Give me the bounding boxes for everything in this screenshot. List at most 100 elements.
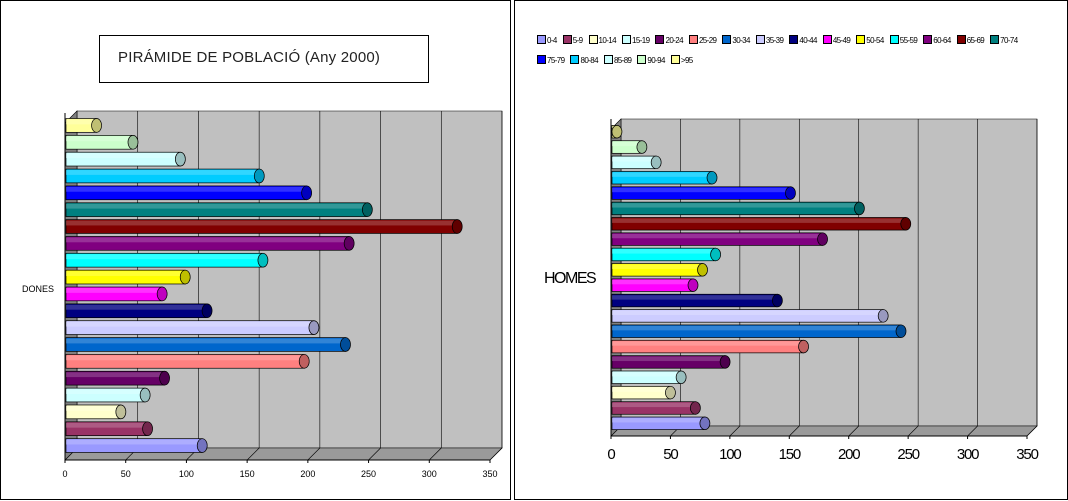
gridline-floor: [729, 425, 741, 437]
bar-35-39: [65, 320, 320, 335]
bar-cap: [665, 385, 676, 400]
bar-highlight: [66, 153, 181, 159]
category-axis-label: HOMES: [544, 270, 596, 287]
bar-cap: [611, 125, 623, 139]
bar-highlight: [66, 220, 458, 226]
bar-cap: [343, 236, 355, 251]
legend-item-15-19: 15-19: [622, 31, 650, 51]
bar-highlight: [66, 119, 97, 125]
bar-55-59: [65, 252, 269, 268]
bar-highlight: [66, 372, 165, 378]
bar-highlight: [612, 295, 778, 300]
gridline-floor: [307, 447, 321, 461]
bar-65-69: [65, 219, 463, 234]
legend-item->95: >95: [670, 51, 693, 71]
legend-swatch: [990, 35, 1000, 44]
legend-swatch: [956, 35, 966, 44]
bar-85-89: [611, 155, 662, 170]
bar-cap: [699, 416, 711, 430]
bar-highlight: [612, 402, 696, 408]
bar-cap: [179, 269, 191, 285]
legend-label: 45-49: [832, 36, 851, 45]
legend-label: 0-4: [547, 36, 557, 45]
bar-0-4: [65, 438, 208, 453]
bar-highlight: [612, 356, 726, 362]
bar-highlight: [612, 264, 703, 269]
bar-cap: [675, 370, 687, 384]
bar-highlight: [612, 203, 860, 208]
legend-label: 50-54: [866, 36, 884, 45]
legend-item-25-29: 25-29: [688, 31, 717, 51]
bar-75-79: [65, 185, 312, 201]
legend-swatch: [562, 35, 572, 44]
category-axis-label: DONES: [22, 284, 54, 294]
bar-highlight: [612, 187, 791, 193]
legend-swatch: [889, 35, 899, 44]
bar-10-14: [611, 385, 676, 400]
x-tick-label: 50: [663, 446, 678, 463]
bar-cap: [139, 387, 151, 403]
bar-cap: [710, 247, 721, 262]
bar-75-79: [611, 186, 796, 200]
x-tick-label: 250: [361, 469, 376, 479]
bar-30-34: [65, 337, 351, 352]
legend-item-60-64: 60-64: [923, 31, 951, 51]
legend-item-20-24: 20-24: [655, 31, 684, 51]
bar-highlight: [66, 338, 346, 344]
bar-80-84: [65, 168, 265, 184]
legend-swatch: [655, 35, 665, 44]
bar-85-89: [65, 151, 186, 167]
legend-label: >95: [680, 56, 693, 65]
bar-45-49: [65, 286, 168, 302]
bar-cap: [127, 135, 139, 150]
bar-highlight: [612, 172, 713, 177]
bar-20-24: [65, 370, 170, 386]
bar-cap: [877, 309, 889, 323]
bar-highlight: [612, 310, 884, 315]
legend-label: 85-89: [613, 56, 632, 65]
legend-item-40-44: 40-44: [789, 31, 817, 51]
legend-item-30-34: 30-34: [722, 31, 750, 51]
bar-cap: [201, 303, 213, 319]
bar-50-54: [65, 269, 191, 285]
bar-cap: [650, 155, 662, 170]
bar-cap: [785, 186, 796, 200]
bar-50-54: [611, 263, 708, 277]
bar-cap: [257, 252, 269, 268]
bar-60-64: [65, 236, 355, 251]
x-tick-label: 300: [957, 446, 979, 463]
bar-cap: [854, 201, 865, 216]
bar-highlight: [66, 389, 146, 394]
legend-swatch: [537, 55, 546, 64]
bar-cap: [900, 217, 912, 231]
x-tick-label: 300: [422, 469, 437, 479]
chart-title: PIRÁMIDE DE POBLACIÓ (Any 2000): [118, 49, 381, 66]
bar-highlight: [66, 304, 208, 310]
bar-highlight: [612, 233, 823, 239]
bar-cap: [719, 355, 731, 369]
bar-80-84: [611, 171, 718, 185]
bar-5-9: [65, 421, 153, 436]
bar-45-49: [611, 278, 699, 292]
bar-30-34: [611, 324, 907, 338]
gridline-floor: [246, 447, 260, 461]
bar-cap: [798, 339, 809, 354]
x-tick-label: 200: [838, 446, 860, 463]
bar-highlight: [612, 371, 682, 377]
legend-swatch: [856, 35, 866, 44]
gridline-floor: [967, 425, 978, 437]
bar-cap: [91, 118, 102, 133]
bar-highlight: [66, 203, 368, 209]
bar-25-29: [611, 339, 809, 354]
bar-0-4: [611, 416, 711, 430]
legend-label: 70-74: [1000, 36, 1018, 45]
legend-label: 30-34: [732, 36, 750, 45]
bar->95: [611, 125, 623, 139]
legend-label: 65-69: [966, 36, 985, 45]
bar-60-64: [611, 232, 828, 246]
bar-highlight: [612, 157, 657, 162]
bar-40-44: [65, 303, 213, 319]
bar-35-39: [611, 309, 889, 323]
bar-cap: [175, 151, 186, 167]
legend-item-5-9: 5-9: [562, 31, 583, 51]
